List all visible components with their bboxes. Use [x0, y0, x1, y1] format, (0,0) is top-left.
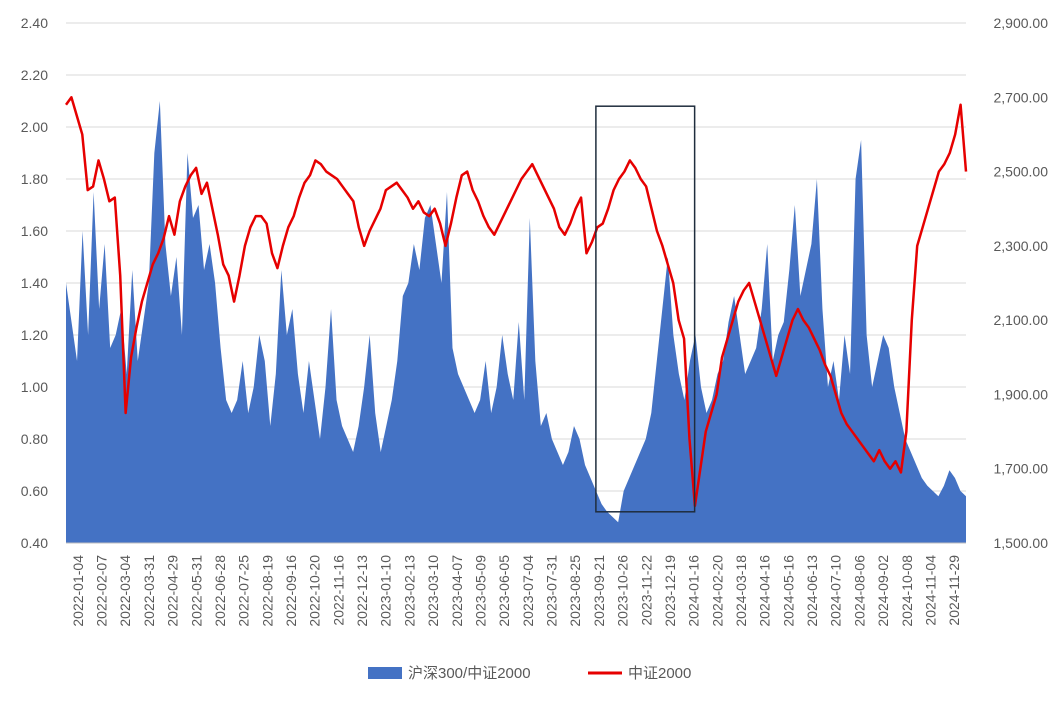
line-series-layer [64, 96, 968, 508]
y-left-tick-label: 0.80 [21, 431, 48, 447]
y-left-tick-label: 1.40 [21, 275, 48, 291]
y-left-tick-label: 2.00 [21, 119, 48, 135]
x-tick-label: 2024-11-04 [922, 555, 938, 626]
y-left-tick-label: 2.40 [21, 15, 48, 31]
x-tick-label: 2023-08-25 [567, 555, 583, 627]
x-tick-label: 2023-02-13 [401, 555, 417, 627]
line-series-csi2000 [64, 96, 968, 508]
x-tick-label: 2023-09-21 [591, 555, 607, 627]
area-series-layer [66, 101, 966, 543]
legend: 沪深300/中证2000 中证2000 [368, 665, 691, 682]
x-tick-label: 2024-07-10 [828, 555, 844, 627]
x-tick-label: 2022-12-13 [354, 555, 370, 627]
x-tick-label: 2024-05-16 [780, 555, 796, 627]
x-tick-label: 2022-07-25 [236, 555, 252, 627]
y-left-tick-label: 1.60 [21, 223, 48, 239]
x-tick-label: 2024-10-08 [899, 555, 915, 627]
x-tick-label: 2022-01-04 [70, 555, 86, 627]
x-tick-label: 2023-07-31 [544, 555, 560, 627]
x-tick-label: 2024-06-13 [804, 555, 820, 627]
y-right-tick-label: 2,900.00 [994, 15, 1049, 31]
y-right-tick-label: 1,700.00 [994, 461, 1049, 477]
x-tick-label: 2024-09-02 [875, 555, 891, 627]
x-tick-label: 2022-03-04 [117, 555, 133, 627]
x-tick-label: 2023-12-19 [662, 555, 678, 627]
y-right-tick-label: 2,500.00 [994, 164, 1049, 180]
y-left-tick-label: 1.00 [21, 379, 48, 395]
y-left-tick-label: 2.20 [21, 67, 48, 83]
y-left-tick-label: 1.20 [21, 327, 48, 343]
x-tick-label: 2022-03-31 [141, 555, 157, 627]
x-tick-label: 2022-04-29 [165, 555, 181, 627]
x-tick-label: 2024-02-20 [709, 555, 725, 627]
x-tick-label: 2022-08-19 [259, 555, 275, 627]
x-tick-label: 2024-08-06 [851, 555, 867, 627]
legend-swatch-area [368, 667, 402, 679]
x-tick-label: 2023-04-07 [449, 555, 465, 627]
x-tick-label: 2023-03-10 [425, 555, 441, 627]
y-right-tick-label: 2,700.00 [994, 89, 1049, 105]
y-right-tick-label: 1,900.00 [994, 386, 1049, 402]
y-axis-left: 0.40 0.60 0.80 1.00 1.20 1.40 1.60 1.80 2.00 2.20… [21, 15, 48, 551]
highlight-box [595, 105, 696, 513]
x-tick-label: 2023-05-09 [472, 555, 488, 627]
area-series-hs300-csi2000 [66, 101, 966, 543]
x-tick-label: 2022-10-20 [307, 555, 323, 627]
y-left-tick-label: 0.40 [21, 535, 48, 551]
x-tick-label: 2022-06-28 [212, 555, 228, 627]
x-tick-label: 2022-02-07 [94, 555, 110, 627]
x-tick-label: 2023-01-10 [378, 555, 394, 627]
y-right-tick-label: 2,100.00 [994, 312, 1049, 328]
annotation-layer [595, 105, 696, 513]
x-tick-label: 2023-11-22 [638, 555, 654, 626]
y-right-tick-label: 2,300.00 [994, 238, 1049, 254]
legend-label-area: 沪深300/中证2000 [408, 665, 531, 682]
x-tick-label: 2024-03-18 [733, 555, 749, 627]
legend-label-line: 中证2000 [628, 665, 691, 682]
y-axis-right: 1,500.00 1,700.00 1,900.00 2,100.00 2,300.00… [994, 15, 1049, 551]
x-tick-label: 2023-07-04 [520, 555, 536, 627]
x-tick-label: 2022-11-16 [330, 555, 346, 626]
x-tick-label: 2024-04-16 [757, 555, 773, 627]
y-right-tick-label: 1,500.00 [994, 535, 1049, 551]
y-left-tick-label: 0.60 [21, 483, 48, 499]
x-tick-label: 2023-06-05 [496, 555, 512, 627]
y-left-tick-label: 1.80 [21, 171, 48, 187]
x-tick-label: 2022-09-16 [283, 555, 299, 627]
x-axis: 2022-01-04 2022-02-07 2022-03-04 2022-03-31… [66, 542, 966, 627]
x-tick-label: 2024-11-29 [946, 555, 962, 626]
x-tick-label: 2024-01-16 [686, 555, 702, 627]
x-tick-label: 2023-10-26 [615, 555, 631, 627]
x-tick-label: 2022-05-31 [188, 555, 204, 627]
